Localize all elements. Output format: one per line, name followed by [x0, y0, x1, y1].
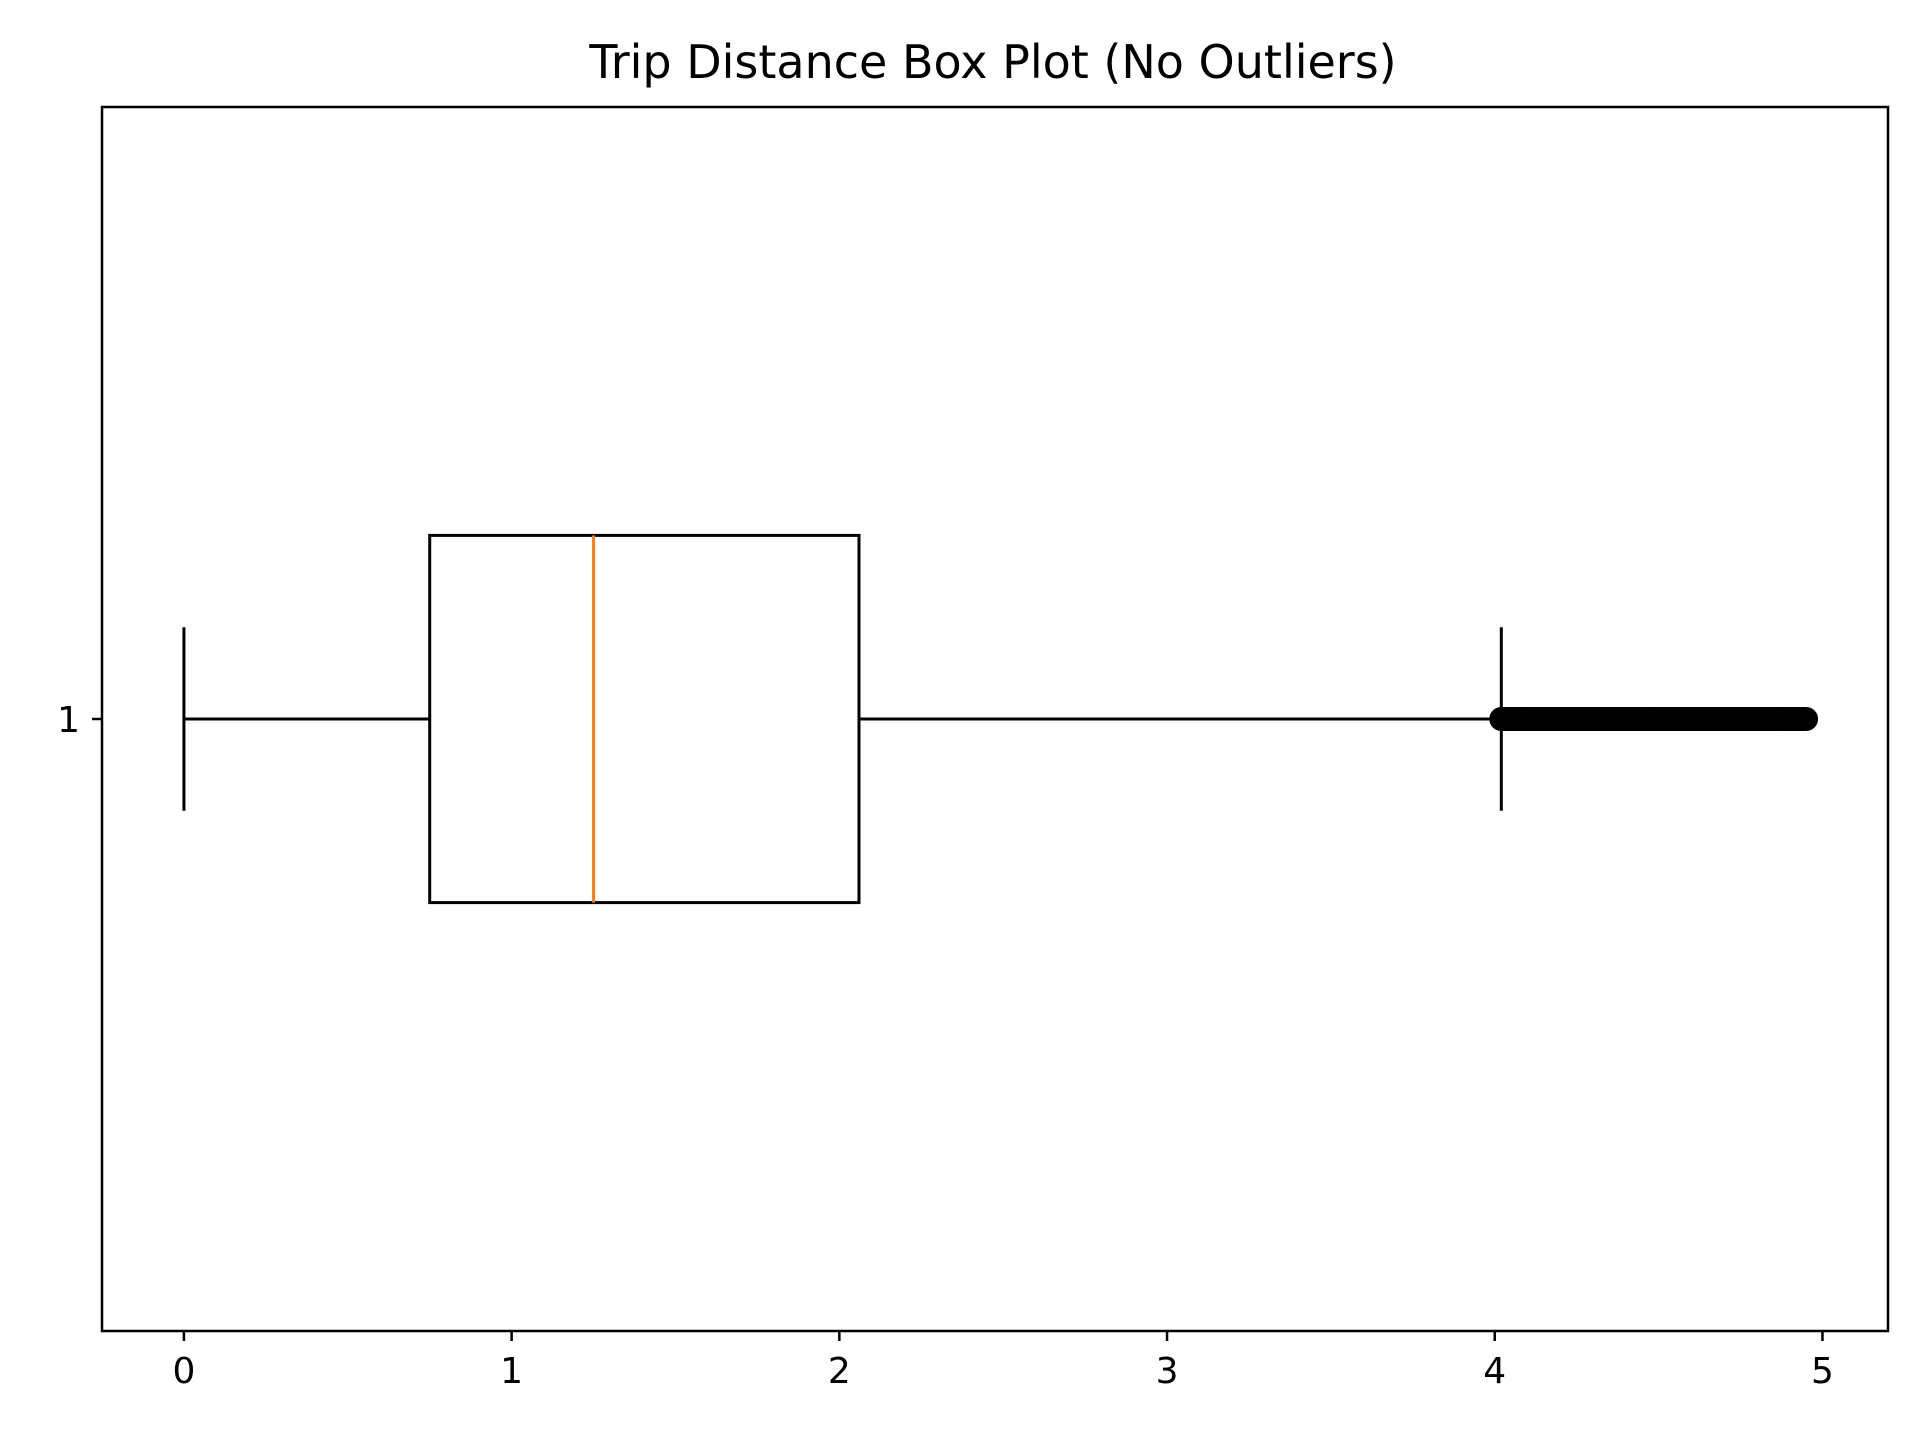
x-tick-label: 0: [172, 1351, 195, 1392]
x-tick-label: 4: [1483, 1351, 1506, 1392]
x-tick-label: 1: [500, 1351, 523, 1392]
y-tick-label: 1: [57, 700, 80, 741]
x-tick-label: 3: [1156, 1351, 1179, 1392]
box-group-1: [182, 533, 1819, 905]
flier-point: [1794, 707, 1819, 731]
fliers: [1489, 707, 1819, 731]
chart-title: Trip Distance Box Plot (No Outliers): [588, 35, 1396, 89]
x-tick-label: 2: [828, 1351, 851, 1392]
x-tick-label: 5: [1811, 1351, 1834, 1392]
plot-area: [182, 533, 1819, 905]
axes: 0 1 2 3 4 5 1: [57, 105, 1890, 1392]
box-iqr: [428, 533, 861, 905]
